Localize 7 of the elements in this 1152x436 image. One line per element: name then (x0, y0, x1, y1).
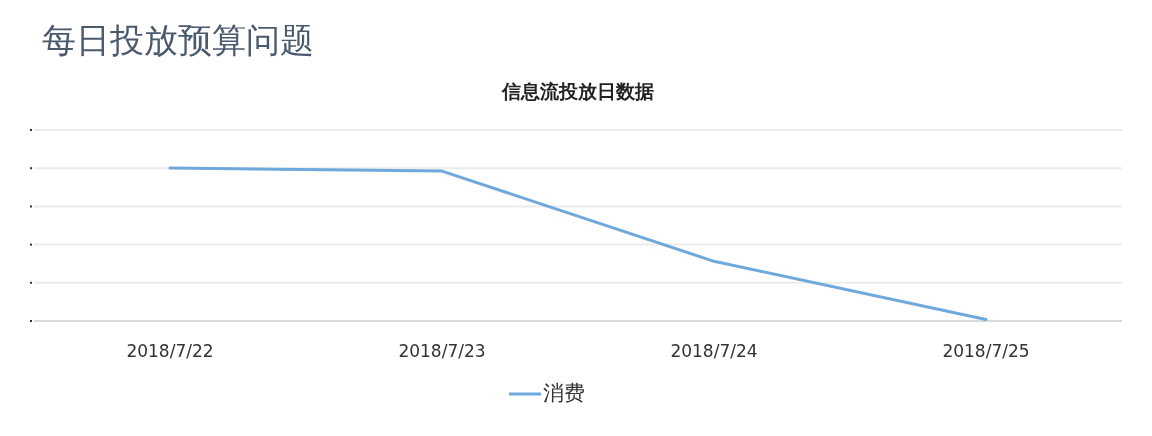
x-tick-label: 2018/7/25 (942, 341, 1030, 361)
chart-title: 每日投放预算问题 (42, 20, 314, 60)
x-tick-label: 2018/7/23 (398, 341, 486, 361)
x-tick-label: 2018/7/24 (670, 341, 758, 361)
chart-subtitle: 信息流投放日数据 (501, 80, 654, 102)
legend-label: 消费 (543, 381, 585, 405)
x-tick-label: 2018/7/22 (126, 341, 214, 361)
